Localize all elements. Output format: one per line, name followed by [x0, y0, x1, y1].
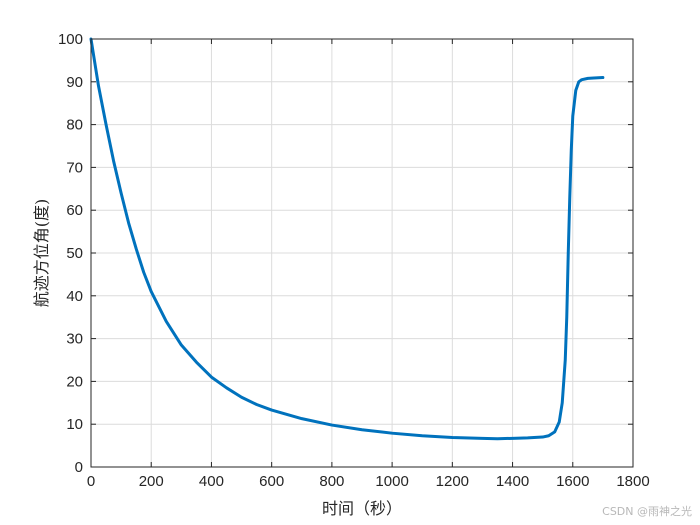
- y-tick-label: 90: [66, 74, 83, 91]
- x-tick-label: 400: [199, 473, 224, 490]
- x-axis-label: 时间（秒）: [322, 499, 402, 518]
- x-tick-label: 600: [259, 473, 284, 490]
- x-axis-ticks: 0 200 400 600 800 1000 1200 1400 1600 1800: [87, 39, 650, 490]
- y-tick-label: 100: [58, 31, 83, 48]
- x-tick-label: 1200: [436, 473, 469, 490]
- y-tick-label: 0: [75, 459, 83, 476]
- x-tick-label: 0: [87, 473, 95, 490]
- y-axis-label: 航迹方位角(度): [32, 199, 51, 308]
- y-tick-label: 40: [66, 288, 83, 305]
- y-tick-label: 70: [66, 159, 83, 176]
- x-tick-label: 200: [139, 473, 164, 490]
- x-tick-label: 1800: [616, 473, 649, 490]
- y-tick-label: 80: [66, 117, 83, 134]
- y-tick-label: 50: [66, 245, 83, 262]
- series-line: [89, 37, 605, 441]
- y-tick-label: 10: [66, 416, 83, 433]
- x-tick-label: 1000: [375, 473, 408, 490]
- plot-area-frame: [90, 38, 634, 468]
- y-tick-label: 20: [66, 373, 83, 390]
- y-tick-label: 30: [66, 331, 83, 348]
- x-tick-label: 800: [319, 473, 344, 490]
- watermark: CSDN @雨神之光: [602, 505, 692, 518]
- data-series: [89, 37, 605, 441]
- grid-lines: [90, 38, 634, 468]
- x-tick-label: 1400: [496, 473, 529, 490]
- y-axis-ticks: 0 10 20 30 40 50 60 70 80 90 100: [58, 31, 633, 476]
- x-tick-label: 1600: [556, 473, 589, 490]
- y-tick-label: 60: [66, 202, 83, 219]
